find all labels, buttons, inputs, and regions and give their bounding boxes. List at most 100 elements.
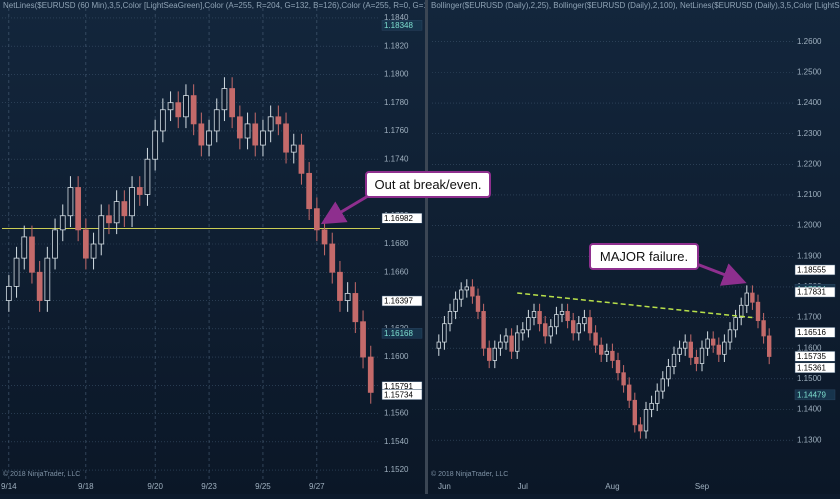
chart-panel: 1.15201.15401.15601.15801.16001.16201.16… — [0, 0, 425, 494]
price-tag — [381, 389, 423, 400]
candle-body — [705, 338, 710, 349]
price-tag — [381, 328, 423, 339]
candle-body — [565, 311, 570, 322]
candle-body — [582, 317, 587, 325]
price-tag-label: 1.15735 — [797, 352, 826, 361]
candle-body — [129, 187, 135, 217]
candle-body — [90, 243, 97, 259]
candle-body — [21, 236, 28, 259]
price-tag — [794, 264, 836, 276]
candle-body — [655, 390, 660, 404]
price-tag-label: 1.18348 — [384, 21, 413, 30]
candle-body — [167, 102, 174, 111]
y-tick-label: 1.1400 — [797, 405, 822, 414]
candle-body — [593, 332, 598, 346]
candle-body — [447, 311, 453, 325]
y-tick-label: 1.1760 — [384, 126, 409, 135]
candle-body — [29, 236, 35, 273]
y-tick-label: 1.1540 — [384, 437, 409, 446]
candle-body — [520, 329, 525, 334]
y-tick-label: 1.2200 — [797, 159, 822, 168]
candle-body — [175, 102, 182, 118]
y-tick-label: 1.1520 — [384, 465, 409, 474]
y-tick-label: 1.1680 — [384, 239, 409, 248]
price-tag-label: 1.15734 — [384, 390, 413, 399]
candle-body — [761, 320, 766, 337]
candle-body — [159, 109, 166, 132]
candle-body — [198, 123, 205, 146]
candle-body — [475, 295, 481, 312]
chart-header: Bollinger($EURUSD (Daily),2,25), Bolling… — [431, 1, 840, 10]
candle-body — [688, 341, 693, 358]
candle-body — [498, 341, 503, 349]
candle-body — [716, 344, 721, 355]
x-tick-label: Jul — [518, 482, 528, 491]
candle-body — [621, 372, 626, 386]
candle-body — [82, 229, 89, 259]
candle-body — [767, 335, 772, 357]
candle-body — [352, 293, 359, 323]
x-tick-label: Aug — [605, 482, 619, 491]
candle-body — [121, 201, 128, 217]
candle-body — [615, 360, 621, 374]
candle-body — [442, 323, 447, 343]
candle-body — [548, 326, 553, 337]
price-tag-label: 1.15361 — [797, 363, 826, 372]
candle-body — [67, 187, 74, 217]
candle-body — [283, 123, 289, 153]
y-tick-label: 1.1780 — [384, 98, 409, 107]
y-tick-label: 1.2000 — [797, 221, 822, 230]
y-tick-label: 1.1800 — [384, 70, 409, 79]
candle-body — [5, 285, 12, 301]
x-tick-label: 9/18 — [78, 482, 94, 491]
candle-body — [13, 257, 20, 287]
x-tick-label: 9/20 — [147, 482, 163, 491]
callout-arrow — [693, 261, 747, 286]
price-tag-label: 1.14479 — [797, 390, 826, 399]
candle-body — [313, 208, 320, 231]
panel-background — [0, 0, 425, 494]
candle-body — [464, 286, 469, 291]
candle-body — [481, 311, 486, 349]
candle-body — [36, 271, 43, 301]
y-tick-label: 1.2400 — [797, 98, 822, 107]
candle-body — [136, 187, 143, 195]
candle-body — [221, 88, 228, 111]
candle-body — [492, 347, 497, 361]
y-tick-label: 1.2100 — [797, 190, 822, 199]
candle-body — [59, 215, 66, 231]
candle-body — [627, 384, 632, 401]
candle-body — [144, 158, 151, 195]
candle-body — [610, 350, 615, 361]
y-tick-label: 1.1820 — [384, 41, 409, 50]
y-tick-label: 1.1700 — [797, 313, 822, 322]
candle-body — [699, 347, 705, 364]
candle-body — [75, 187, 82, 231]
candle-body — [183, 95, 189, 118]
candle-body — [252, 123, 259, 146]
price-tag-label: 1.16516 — [797, 328, 826, 337]
price-tag-label: 1.15791 — [384, 382, 413, 391]
candle-body — [487, 347, 492, 361]
candle-body — [290, 144, 297, 153]
candle-body — [638, 424, 643, 432]
candle-body — [236, 116, 243, 139]
candle-body — [190, 95, 197, 125]
y-tick-label: 1.1600 — [797, 343, 822, 352]
candle-body — [722, 341, 727, 355]
y-tick-label: 1.1840 — [384, 13, 409, 22]
candle-body — [321, 229, 328, 245]
x-tick-label: 9/23 — [201, 482, 217, 491]
y-tick-label: 1.1500 — [797, 374, 822, 383]
price-tag-label: 1.16982 — [384, 214, 413, 223]
price-tag-label: 1.18555 — [797, 266, 826, 275]
x-tick-label: 9/25 — [255, 482, 271, 491]
candle-body — [576, 323, 581, 334]
copyright: © 2018 NinjaTrader, LLC — [3, 470, 80, 478]
candle-body — [694, 357, 699, 364]
price-tag — [794, 286, 836, 298]
x-tick-label: Jun — [438, 482, 451, 491]
price-tag — [381, 213, 423, 224]
price-tag — [794, 389, 836, 401]
candle-body — [649, 402, 654, 410]
